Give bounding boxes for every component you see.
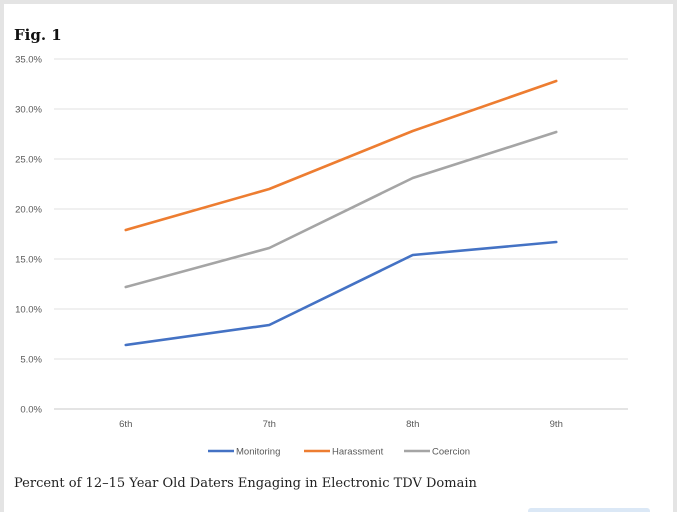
series-line-harassment [124, 79, 558, 232]
x-tick-label: 6th [119, 419, 132, 430]
corner-button[interactable] [528, 508, 650, 512]
y-tick-label: 10.0% [15, 305, 42, 316]
x-tick-label: 8th [406, 419, 419, 430]
legend-label-monitoring: Monitoring [236, 447, 280, 458]
y-tick-label: 5.0% [20, 355, 42, 366]
figure-card [4, 4, 673, 512]
x-tick-label: 7th [263, 419, 276, 430]
y-tick-label: 15.0% [15, 255, 42, 266]
figure-caption: Percent of 12–15 Year Old Daters Engagin… [14, 476, 477, 491]
legend-label-coercion: Coercion [432, 447, 470, 458]
y-tick-label: 20.0% [15, 205, 42, 216]
series-line-coercion [124, 130, 558, 289]
y-tick-label: 0.0% [20, 405, 42, 416]
legend-label-harassment: Harassment [332, 447, 384, 458]
x-tick-label: 9th [550, 419, 563, 430]
y-tick-label: 35.0% [15, 55, 42, 66]
y-tick-label: 30.0% [15, 105, 42, 116]
figure-label: Fig. 1 [14, 26, 62, 44]
series-line-monitoring [124, 240, 558, 347]
y-tick-label: 25.0% [15, 155, 42, 166]
